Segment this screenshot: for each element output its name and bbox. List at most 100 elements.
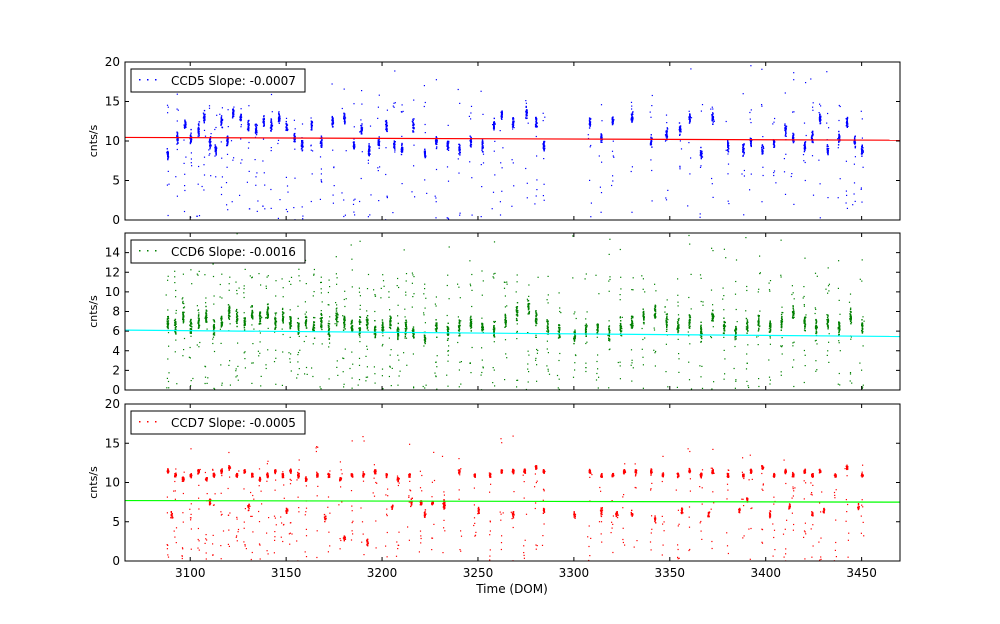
ccd6-point [528,295,530,297]
ccd5-point [526,110,528,112]
ccd6-point [413,387,415,389]
ccd6-point [313,274,315,276]
ccd5-point [611,150,614,152]
ccd5-point [712,196,714,198]
ccd6-point [198,323,200,326]
ccd6-point [266,313,268,316]
ccd6-point [745,237,747,239]
ccd6-point [536,380,538,382]
ccd6-point [374,327,376,330]
ccd6-point [505,323,507,326]
ccd5-point [378,136,380,138]
ccd6-point [259,341,261,343]
ccd5-point [845,160,847,162]
ccd6-point [608,387,610,389]
ccd6-point [631,321,634,323]
ccd6-point [381,327,383,329]
ccd5-point [512,120,514,122]
ccd6-point [282,318,284,320]
ccd6-point [344,328,346,330]
ccd6-point [236,233,238,235]
ccd6-point [828,333,830,335]
ccd5-point [861,118,863,120]
ccd6-point [595,379,598,381]
ccd5-point [270,118,272,120]
ccd6-point [275,357,277,359]
ccd5-point [493,125,495,127]
ccd6-point [297,305,299,307]
ccd6-point [547,330,550,332]
ccd6-point [282,317,284,319]
ccd6-point [723,320,725,323]
ccd5-point [480,90,482,92]
ccd5-point [687,205,689,207]
ccd6-point [221,322,224,324]
ccd5-point [293,207,295,209]
ccd6-point [620,324,622,326]
ccd6-point [313,337,316,339]
ccd5-point [447,180,450,182]
ccd5-point [412,118,414,120]
ccd6-point [516,330,518,333]
ccd5-point [183,124,185,126]
ccd6-point [173,319,176,322]
ccd5-point [689,119,691,122]
ccd6-point [182,318,184,321]
ccd6-point [838,342,840,344]
ccd5-point [184,120,186,122]
ccd6-point [328,334,331,336]
ccd6-point [389,326,391,329]
ccd6-point [701,387,704,389]
ccd6-point [528,307,530,309]
ccd6-point [388,375,390,378]
ccd6-point [374,325,377,328]
ccd5-point [378,140,381,143]
ccd5-point [512,124,515,126]
ccd5-point [331,117,333,119]
ccd5-point [271,111,273,113]
ccd5-point [846,116,849,119]
ccd6-point [666,313,668,315]
ccd6-point [629,324,631,326]
ccd6-point [312,343,314,345]
ccd6-point [166,318,169,321]
ccd6-point [609,329,611,332]
ccd6-point [359,295,361,297]
ccd6-point [597,330,599,332]
ccd5-point [535,118,538,120]
ccd6-point [412,296,414,298]
ccd5-point [256,210,258,212]
ccd6-point [335,310,338,312]
ccd6-point [382,274,384,276]
ccd5-point [202,112,205,114]
ccd5-point [679,140,681,142]
ccd6-point [290,325,292,327]
ccd5-point [512,128,514,130]
ccd5-point [482,113,484,115]
ccd6-point [702,304,704,306]
ccd5-point [826,149,829,151]
ccd6-point [804,323,807,325]
ccd6-point [365,380,367,382]
ccd6-point [435,328,438,330]
ccd6-point [329,342,331,344]
ccd6-point [643,322,645,324]
ccd6-point [297,328,300,331]
ccd6-point [212,319,214,321]
ccd5-point [600,136,603,138]
ccd6-point [515,291,517,293]
ccd6-point [642,311,645,313]
ccd6-point [493,341,495,343]
ccd5-point [386,109,388,111]
ccd5-point [353,142,355,144]
ccd5-point [226,153,229,155]
ccd6-point [275,295,277,297]
ccd6-point [665,343,667,345]
ccd5-point [689,115,691,117]
ccd5-point [240,114,242,117]
ccd5-point [393,142,395,144]
ccd5-point [203,114,206,116]
ccd5-point [196,215,198,217]
ccd6-point [367,323,369,325]
ccd6-point [644,337,646,339]
